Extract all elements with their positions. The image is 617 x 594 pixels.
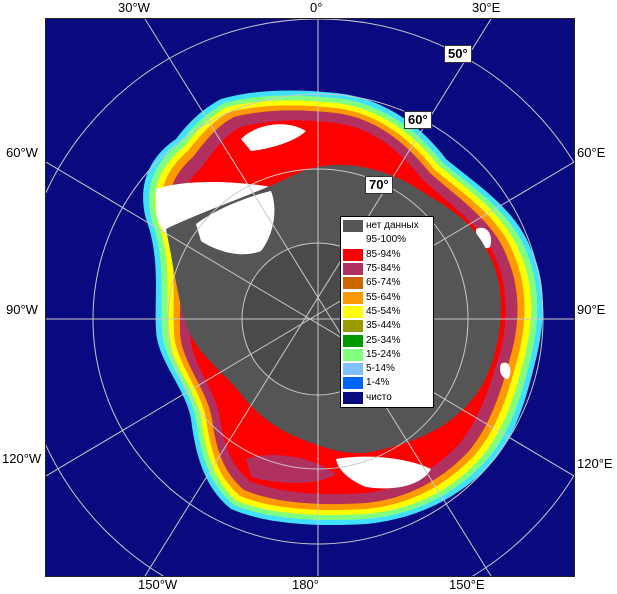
lon-label-60w: 60°W [6, 145, 38, 160]
legend-swatch [343, 263, 363, 276]
lat-label-50: 50° [444, 45, 472, 63]
legend-swatch [343, 234, 363, 247]
lon-label-90w: 90°W [6, 302, 38, 317]
ice-95-100-north [241, 124, 306, 151]
ice-95-100-filchner [196, 191, 275, 255]
lat-label-70: 70° [365, 176, 393, 194]
legend-label: 35-44% [366, 320, 401, 332]
legend-swatch [343, 220, 363, 233]
legend-swatch [343, 248, 363, 261]
legend-label: 15-24% [366, 348, 401, 360]
lon-label-180: 180° [292, 577, 319, 592]
lon-label-30e-top: 30°E [472, 0, 501, 15]
legend-label: 95-100% [366, 234, 407, 246]
legend-swatch [343, 320, 363, 333]
legend-swatch [343, 291, 363, 304]
legend-label: 25-34% [366, 334, 401, 346]
graticule [46, 19, 574, 576]
legend-item: нет данных [343, 219, 431, 233]
legend-item: 25-34% [343, 333, 431, 347]
legend-swatch [343, 377, 363, 390]
legend-item: 45-54% [343, 305, 431, 319]
legend-swatch [343, 277, 363, 290]
legend-swatch [343, 363, 363, 376]
map-canvas [46, 19, 574, 576]
legend-label: нет данных [366, 220, 419, 232]
legend-item: 5-14% [343, 362, 431, 376]
ice-95-100-east-2 [499, 362, 511, 379]
lon-label-150e: 150°E [449, 577, 485, 592]
legend-item: 85-94% [343, 248, 431, 262]
legend-label: 45-54% [366, 305, 401, 317]
legend: нет данных 95-100% 85-94% 75-84% 65-74% 55-64… [340, 216, 434, 408]
legend-label: чисто [366, 391, 392, 403]
lon-label-0-top: 0° [310, 0, 323, 15]
legend-swatch [343, 305, 363, 318]
legend-item: 1-4% [343, 376, 431, 390]
lon-label-120w: 120°W [2, 451, 42, 466]
legend-swatch [343, 391, 363, 404]
legend-item: 35-44% [343, 319, 431, 333]
legend-item: 65-74% [343, 276, 431, 290]
legend-label: 85-94% [366, 248, 401, 260]
legend-label: 1-4% [366, 377, 390, 389]
ice-75-84-patch-2 [246, 454, 336, 483]
legend-label: 65-74% [366, 277, 401, 289]
legend-item: 75-84% [343, 262, 431, 276]
lon-label-60e: 60°E [577, 145, 606, 160]
legend-label: 75-84% [366, 263, 401, 275]
legend-label: 55-64% [366, 291, 401, 303]
lon-label-90e: 90°E [577, 302, 606, 317]
ice-95-100-ross [336, 456, 431, 489]
legend-item: 95-100% [343, 233, 431, 247]
legend-item: 55-64% [343, 290, 431, 304]
legend-swatch [343, 334, 363, 347]
lat-label-60: 60° [404, 111, 432, 129]
legend-item: чисто [343, 391, 431, 405]
sea-ice-map: 50° 60° 70° [45, 18, 575, 577]
legend-label: 5-14% [366, 363, 395, 375]
legend-item: 15-24% [343, 348, 431, 362]
lon-label-30w-top: 30°W [118, 0, 150, 15]
lon-label-150w: 150°W [138, 577, 178, 592]
lon-label-120e: 120°E [577, 456, 613, 471]
legend-swatch [343, 348, 363, 361]
